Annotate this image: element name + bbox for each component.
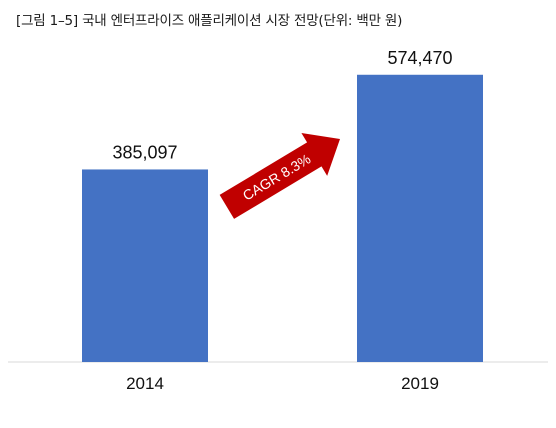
bar-2019 xyxy=(357,74,483,362)
x-tick-2014: 2014 xyxy=(126,374,164,393)
chart-title: [그림 1–5] 국내 엔터프라이즈 애플리케이션 시장 전망(단위: 백만 원… xyxy=(16,13,403,29)
data-label-2014: 385,097 xyxy=(112,142,177,162)
bar-2014 xyxy=(82,169,208,362)
cagr-arrow-shape xyxy=(219,132,341,219)
data-label-2019: 574,470 xyxy=(387,48,452,68)
x-tick-2019: 2019 xyxy=(401,374,439,393)
cagr-arrow: CAGR 8.3% xyxy=(219,132,341,219)
